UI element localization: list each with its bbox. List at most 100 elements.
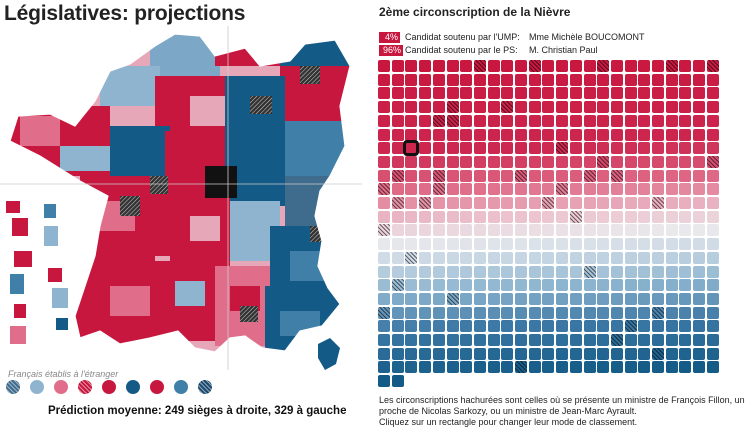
- circonscription-cell[interactable]: [652, 73, 664, 86]
- circonscription-cell[interactable]: [610, 292, 623, 305]
- circonscription-cell[interactable]: [515, 142, 527, 155]
- circonscription-cell[interactable]: [542, 210, 555, 223]
- circonscription-cell[interactable]: [583, 60, 596, 72]
- circonscription-cell[interactable]: [693, 114, 706, 127]
- circonscription-cell[interactable]: [610, 306, 623, 319]
- circonscription-cell[interactable]: [405, 265, 418, 278]
- circonscription-cell[interactable]: [624, 347, 637, 360]
- circonscription-cell[interactable]: [679, 87, 692, 100]
- circonscription-cell[interactable]: [665, 361, 678, 374]
- circonscription-cell[interactable]: [501, 155, 514, 168]
- circonscription-cell[interactable]: [693, 128, 706, 141]
- circonscription-cell[interactable]: [624, 197, 637, 209]
- circonscription-cell[interactable]: [610, 265, 623, 278]
- circonscription-cell[interactable]: [528, 334, 541, 346]
- circonscription-cell[interactable]: [583, 87, 596, 100]
- circonscription-cell[interactable]: [432, 60, 445, 72]
- circonscription-cell[interactable]: [706, 155, 719, 168]
- circonscription-cell[interactable]: [624, 114, 637, 127]
- circonscription-cell[interactable]: [556, 251, 569, 264]
- circonscription-cell[interactable]: [419, 334, 432, 346]
- circonscription-cell[interactable]: [542, 169, 555, 182]
- circonscription-cell[interactable]: [446, 238, 459, 251]
- circonscription-cell[interactable]: [624, 128, 637, 141]
- circonscription-cell[interactable]: [501, 87, 514, 100]
- circonscription-cell[interactable]: [679, 183, 692, 196]
- circonscription-cell[interactable]: [446, 169, 459, 182]
- circonscription-cell[interactable]: [515, 306, 527, 319]
- circonscription-cell[interactable]: [693, 224, 706, 237]
- circonscription-cell[interactable]: [706, 114, 719, 127]
- circonscription-cell[interactable]: [446, 361, 459, 374]
- circonscription-cell[interactable]: [597, 114, 610, 127]
- circonscription-cell[interactable]: [515, 60, 527, 72]
- circonscription-cell[interactable]: [391, 375, 404, 388]
- circonscription-cell[interactable]: [556, 169, 569, 182]
- circonscription-cell[interactable]: [556, 60, 569, 72]
- circonscription-cell[interactable]: [665, 251, 678, 264]
- circonscription-cell[interactable]: [610, 101, 623, 114]
- circonscription-cell[interactable]: [583, 292, 596, 305]
- circonscription-cell[interactable]: [487, 60, 500, 72]
- circonscription-cell[interactable]: [665, 169, 678, 182]
- circonscription-cell[interactable]: [665, 224, 678, 237]
- circonscription-cell[interactable]: [556, 210, 569, 223]
- circonscription-cell[interactable]: [569, 210, 582, 223]
- circonscription-cell[interactable]: [693, 306, 706, 319]
- circonscription-cell[interactable]: [638, 60, 651, 72]
- circonscription-cell[interactable]: [432, 265, 445, 278]
- circonscription-cell[interactable]: [528, 60, 541, 72]
- circonscription-cell[interactable]: [679, 114, 692, 127]
- circonscription-cell[interactable]: [693, 169, 706, 182]
- circonscription-cell[interactable]: [652, 320, 664, 333]
- circonscription-cell[interactable]: [432, 306, 445, 319]
- circonscription-cell[interactable]: [652, 155, 664, 168]
- circonscription-cell[interactable]: [693, 320, 706, 333]
- circonscription-cell[interactable]: [446, 101, 459, 114]
- circonscription-cell[interactable]: [528, 73, 541, 86]
- circonscription-cell[interactable]: [405, 361, 418, 374]
- circonscription-cell[interactable]: [610, 279, 623, 292]
- circonscription-cell[interactable]: [624, 142, 637, 155]
- circonscription-cell[interactable]: [610, 128, 623, 141]
- circonscription-cell[interactable]: [460, 114, 473, 127]
- circonscription-cell[interactable]: [378, 155, 390, 168]
- circonscription-cell[interactable]: [638, 169, 651, 182]
- circonscription-cell[interactable]: [569, 347, 582, 360]
- circonscription-cell[interactable]: [597, 142, 610, 155]
- circonscription-cell[interactable]: [419, 183, 432, 196]
- circonscription-cell[interactable]: [679, 306, 692, 319]
- circonscription-cell[interactable]: [638, 155, 651, 168]
- circonscription-cell[interactable]: [419, 101, 432, 114]
- circonscription-cell[interactable]: [378, 334, 390, 346]
- circonscription-cell[interactable]: [638, 334, 651, 346]
- circonscription-cell[interactable]: [460, 238, 473, 251]
- circonscription-cell[interactable]: [487, 265, 500, 278]
- circonscription-cell[interactable]: [638, 87, 651, 100]
- circonscription-cell[interactable]: [542, 238, 555, 251]
- circonscription-cell[interactable]: [446, 155, 459, 168]
- circonscription-cell[interactable]: [610, 361, 623, 374]
- circonscription-cell[interactable]: [706, 265, 719, 278]
- circonscription-cell[interactable]: [583, 101, 596, 114]
- circonscription-cell[interactable]: [432, 361, 445, 374]
- circonscription-cell[interactable]: [487, 87, 500, 100]
- circonscription-cell[interactable]: [652, 197, 664, 209]
- circonscription-cell[interactable]: [597, 155, 610, 168]
- circonscription-cell[interactable]: [419, 265, 432, 278]
- circonscription-cell[interactable]: [610, 334, 623, 346]
- circonscription-cell[interactable]: [679, 292, 692, 305]
- circonscription-cell[interactable]: [665, 60, 678, 72]
- circonscription-cell[interactable]: [583, 347, 596, 360]
- circonscription-cell[interactable]: [583, 183, 596, 196]
- circonscription-cell[interactable]: [610, 169, 623, 182]
- circonscription-cell[interactable]: [569, 224, 582, 237]
- circonscription-cell[interactable]: [405, 279, 418, 292]
- circonscription-cell[interactable]: [706, 347, 719, 360]
- circonscription-cell[interactable]: [432, 101, 445, 114]
- circonscription-cell[interactable]: [419, 224, 432, 237]
- circonscription-cell[interactable]: [556, 224, 569, 237]
- circonscription-cell[interactable]: [652, 238, 664, 251]
- circonscription-cell[interactable]: [432, 183, 445, 196]
- circonscription-cell[interactable]: [501, 101, 514, 114]
